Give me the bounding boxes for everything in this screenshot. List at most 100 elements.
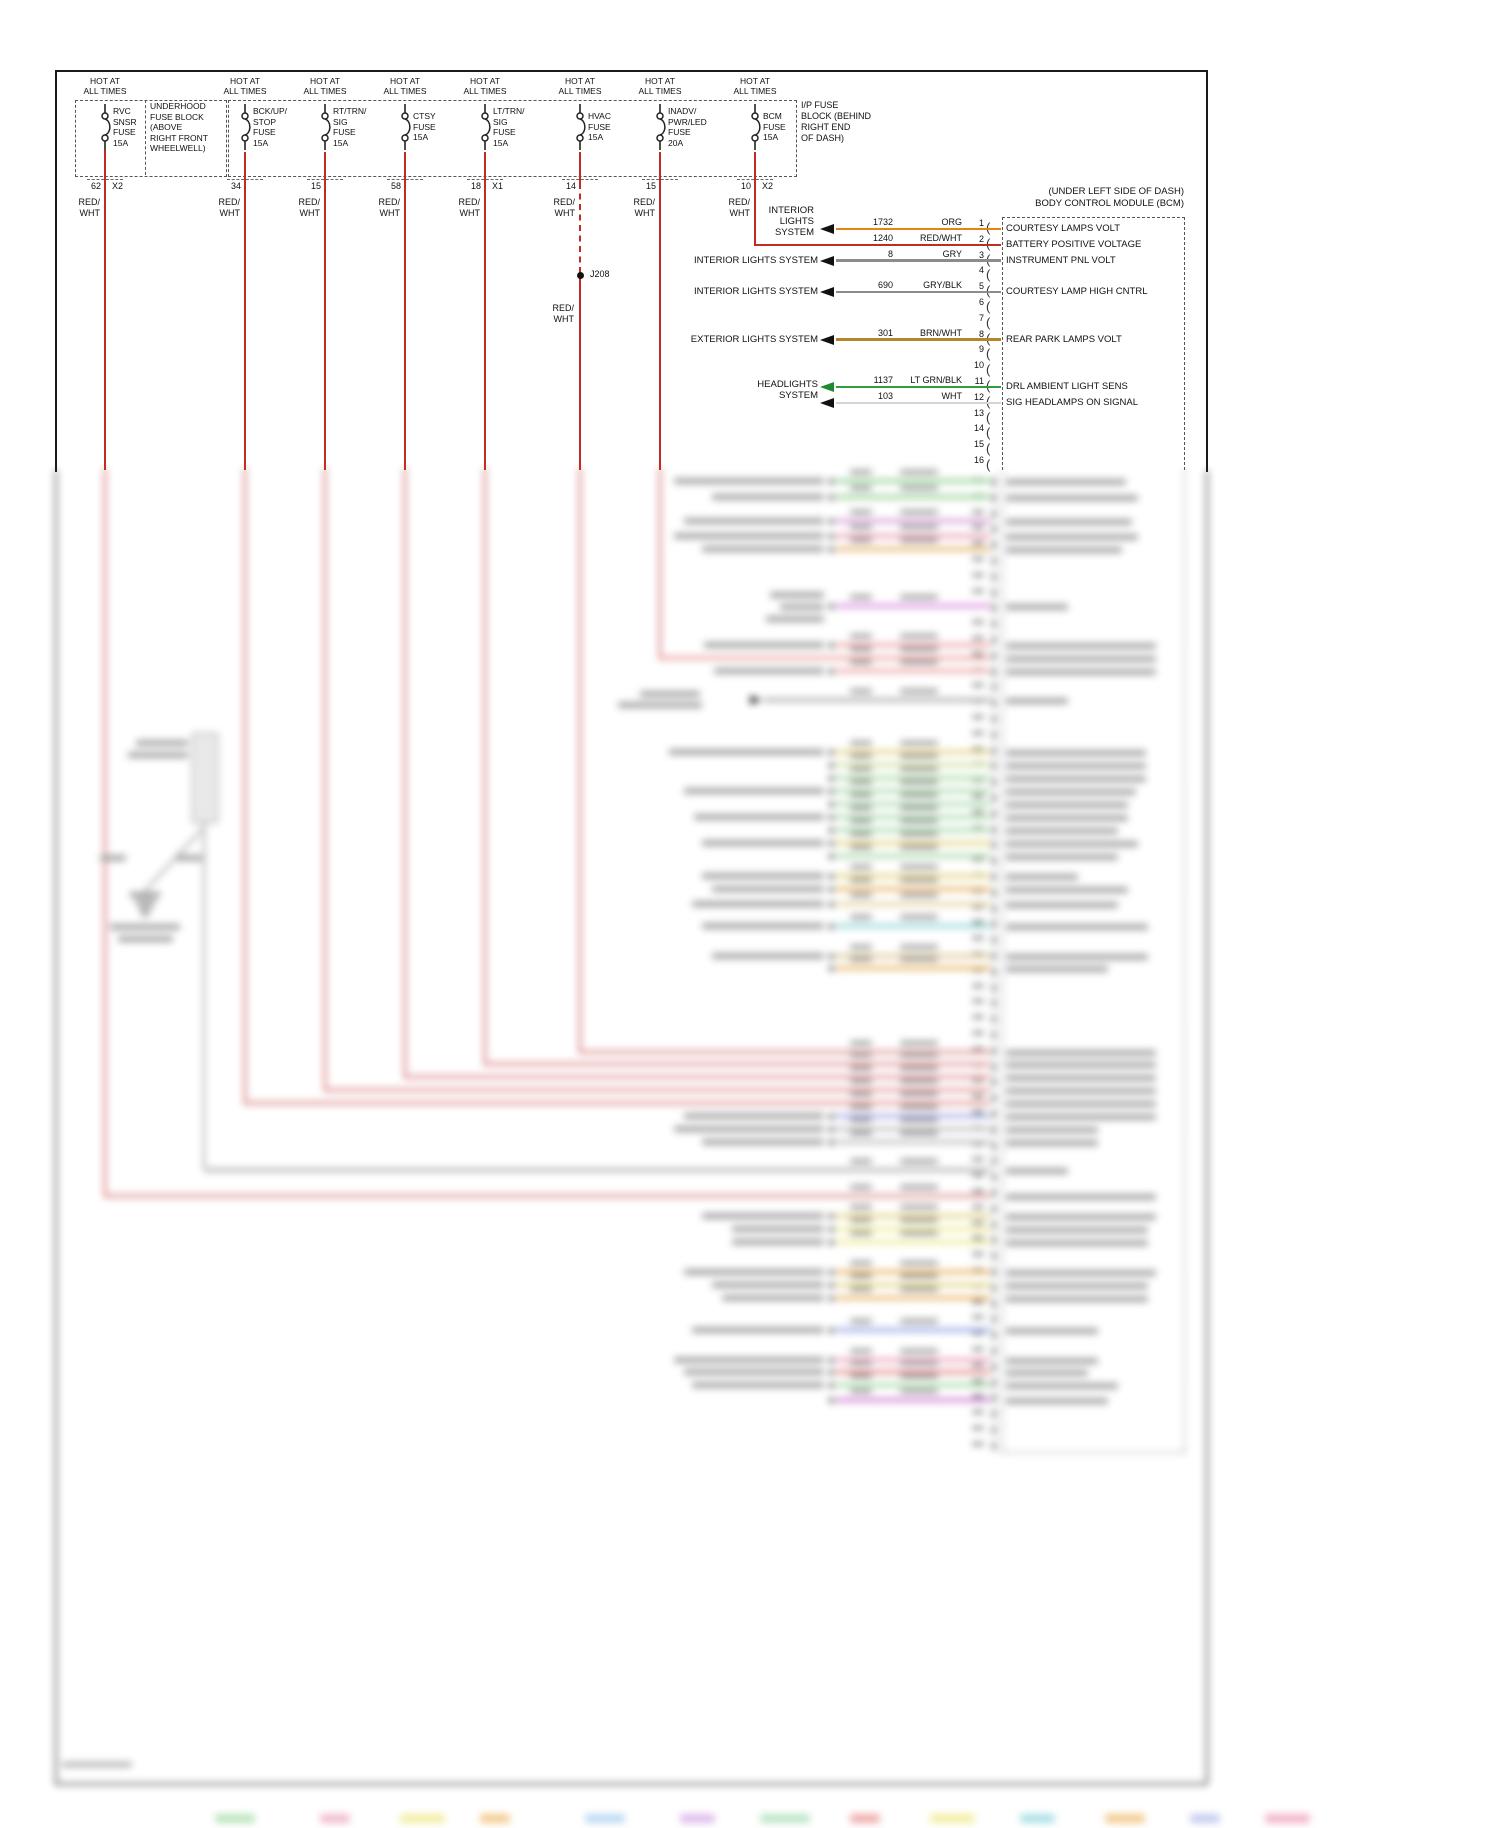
blurred-text (972, 557, 984, 561)
blurred-text (850, 634, 872, 638)
blurred-text (850, 1274, 872, 1278)
connector-bracket-blurred (992, 1298, 996, 1309)
power-wire (324, 152, 326, 470)
blurred-text (1006, 697, 1068, 704)
fuse-label: CTSY FUSE 15A (413, 111, 436, 142)
wire-color-label: RED/ WHT (78, 197, 100, 218)
connector-bracket-blurred (992, 777, 996, 788)
blurred-text (900, 767, 938, 771)
connector-bracket: ( (986, 457, 991, 472)
blurred-text (900, 741, 938, 745)
wire-color-label: RED/ WHT (552, 303, 574, 324)
blurred-text (1006, 1193, 1156, 1200)
blurred-text (850, 806, 872, 810)
blurred-text (674, 1126, 824, 1132)
connector-bracket: ( (986, 220, 990, 235)
blurred-text (972, 809, 984, 814)
blurred-wire (836, 874, 990, 878)
terminal-dot (828, 478, 834, 484)
connector-bracket: ( (986, 314, 991, 330)
blurred-text (684, 518, 824, 524)
blurred-text (1006, 1397, 1108, 1404)
blurred-wire (836, 763, 990, 767)
blurred-text (972, 904, 984, 909)
blurred-text (1006, 1100, 1156, 1107)
ip-block-label: I/P FUSE BLOCK (BEHIND RIGHT END OF DASH… (801, 100, 872, 143)
connector-id-label: X1 (492, 181, 504, 191)
blurred-text (850, 1389, 872, 1393)
blurred-text (972, 1015, 984, 1020)
blurred-wire (836, 924, 990, 928)
blurred-text (972, 857, 984, 862)
connector-bracket-blurred (992, 1393, 996, 1404)
blurred-text (972, 730, 984, 735)
power-wire-blurred (659, 468, 662, 660)
terminal-dot (828, 533, 834, 539)
blurred-text (1006, 1213, 1156, 1220)
connector-bracket-blurred (992, 935, 996, 946)
blurred-text (704, 642, 824, 648)
blurred-text (900, 1287, 938, 1291)
terminal-dot (828, 1213, 834, 1219)
terminal-dot (828, 1139, 834, 1145)
terminal-dot (828, 827, 834, 833)
connector-bracket-blurred (992, 1172, 996, 1183)
blurred-text (900, 1185, 938, 1189)
blurred-text (702, 873, 824, 879)
connector-bracket-blurred (992, 714, 996, 724)
bcm-box-top (1002, 217, 1185, 218)
blurred-text (1006, 1327, 1098, 1334)
blurred-text (850, 878, 872, 882)
blurred-text (1006, 603, 1068, 610)
hot-at-all-times-label: HOT AT ALL TIMES (303, 76, 347, 96)
blurred-wire (836, 1383, 990, 1387)
blurred-text (684, 788, 824, 794)
wire-code-label: RED/WHT (920, 232, 962, 243)
blurred-text (850, 538, 872, 542)
blurred-text (850, 767, 872, 771)
connector-bracket: ( (986, 378, 990, 393)
bottom-strip-blob (850, 1814, 880, 1823)
blurred-text (850, 1205, 872, 1209)
power-wire-blurred (579, 468, 582, 1054)
wire-code-label: LT GRN/BLK (910, 375, 962, 385)
blurred-text (850, 819, 872, 823)
connector-bracket-blurred (992, 1440, 996, 1451)
blurred-text (1006, 901, 1118, 908)
power-wire (404, 152, 406, 470)
bcm-header-label: (UNDER LEFT SIDE OF DASH) BODY CONTROL M… (1035, 186, 1184, 209)
component-box (192, 733, 218, 823)
blurred-text (900, 634, 938, 638)
blurred-text (972, 1362, 984, 1367)
bottom-strip-blob (400, 1814, 445, 1823)
power-wire (579, 152, 581, 183)
blurred-text (1006, 953, 1148, 960)
blurred-text (674, 533, 824, 539)
blurred-text (850, 832, 872, 836)
terminal-dot (828, 762, 834, 768)
blurred-wire (836, 643, 990, 647)
blurred-wire (836, 750, 990, 754)
blurred-text (702, 1139, 824, 1145)
blurred-wire (836, 1398, 990, 1402)
frame-right-border-blur (1206, 470, 1208, 1784)
fuse-pin-number: 15 (645, 181, 656, 191)
blurred-text (1006, 1369, 1088, 1376)
connector-bracket-blurred (992, 982, 996, 993)
blurred-text (850, 1159, 872, 1163)
fuse-icon (316, 104, 334, 150)
blurred-text (900, 754, 938, 758)
blurred-text (972, 778, 984, 783)
blurred-text (1006, 873, 1078, 880)
blurred-text (1006, 1282, 1148, 1289)
terminal-dot (828, 668, 834, 674)
connector-bracket-blurred (992, 1425, 996, 1435)
fuse-pin-number: 14 (565, 181, 576, 191)
wire-code-label: GRY/BLK (923, 280, 962, 291)
connector-bracket-blurred (992, 571, 996, 582)
blurred-text (900, 486, 938, 490)
blurred-wire (836, 1283, 990, 1287)
blurred-wire (836, 519, 990, 523)
blurred-text (972, 1426, 984, 1430)
